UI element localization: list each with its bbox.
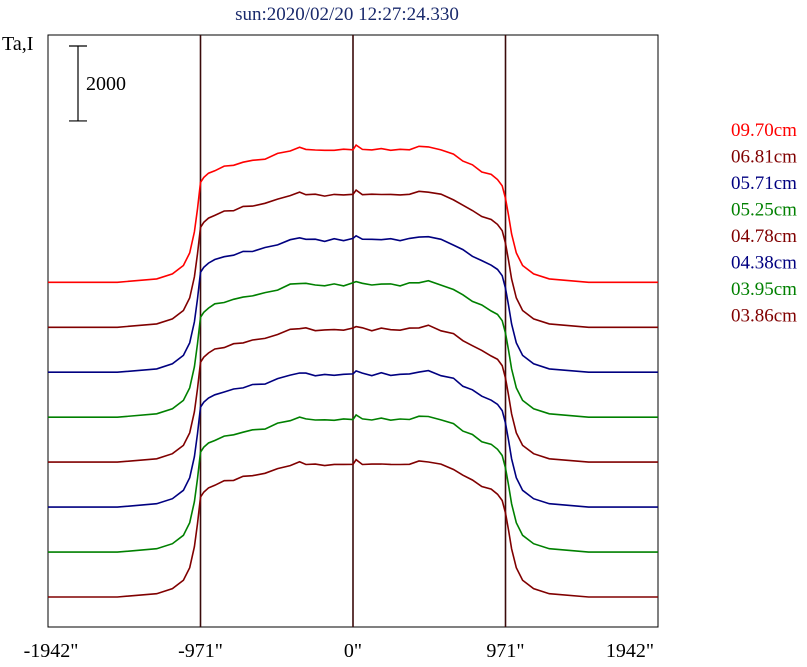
legend-entry: 09.70cm <box>731 120 797 141</box>
legend-entry: 03.86cm <box>731 306 797 327</box>
x-tick-labels: -1942" -971" 0" 971" 1942" <box>24 640 655 662</box>
x-tick-label: -971" <box>178 640 223 662</box>
series-line-05.71cm <box>48 234 658 374</box>
reference-lines <box>199 35 507 627</box>
legend-entry: 04.78cm <box>731 226 797 247</box>
x-tick-label: 0" <box>344 640 362 662</box>
series-line-06.81cm <box>48 188 658 329</box>
legend-entry: 05.25cm <box>731 200 797 221</box>
chart-title: sun:2020/02/20 12:27:24.330 <box>235 4 459 25</box>
x-tick-label: -1942" <box>24 640 79 662</box>
legend-entry: 04.38cm <box>731 253 797 274</box>
legend: 09.70cm 06.81cm 05.71cm 05.25cm 04.78cm 04.38… <box>731 120 797 327</box>
scale-bar <box>69 45 87 122</box>
x-tick-label: 1942" <box>606 640 654 662</box>
series-group <box>48 143 658 598</box>
scale-bar-label: 2000 <box>86 73 126 95</box>
series-line-04.78cm <box>48 324 658 463</box>
legend-entry: 06.81cm <box>731 147 797 168</box>
legend-entry: 03.95cm <box>731 279 797 300</box>
series-line-05.25cm <box>48 279 658 419</box>
series-line-03.86cm <box>48 458 658 598</box>
y-axis-label: Ta,I <box>2 33 33 55</box>
series-line-04.38cm <box>48 369 658 508</box>
series-line-03.95cm <box>48 413 658 553</box>
series-line-09.70cm <box>48 143 658 284</box>
legend-entry: 05.71cm <box>731 173 797 194</box>
x-tick-label: 971" <box>486 640 524 662</box>
